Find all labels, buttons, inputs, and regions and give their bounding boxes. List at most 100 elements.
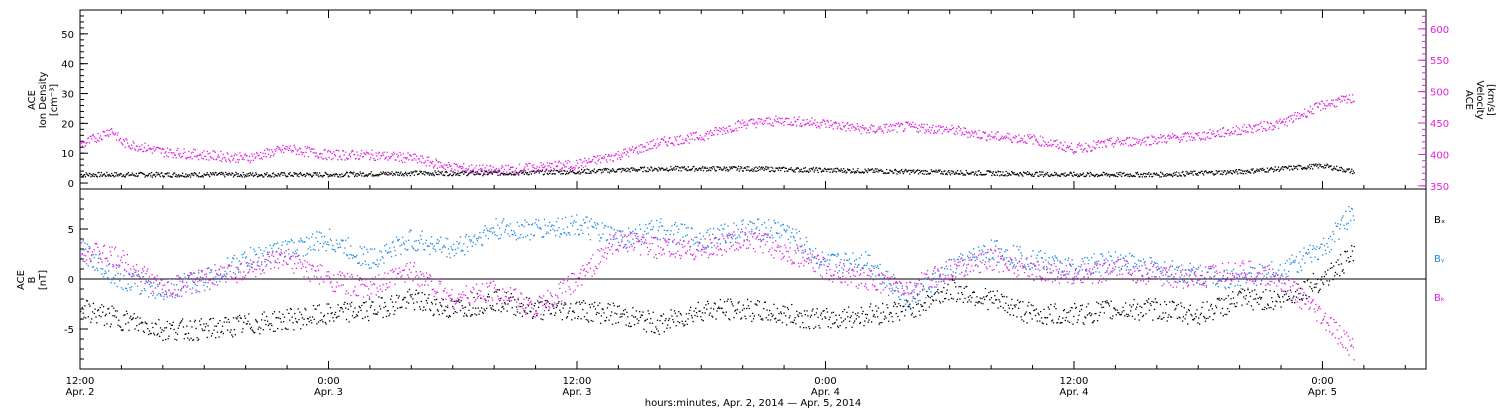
data-point — [520, 302, 523, 305]
data-point — [1022, 138, 1024, 140]
data-point — [700, 169, 702, 171]
data-point — [824, 168, 826, 170]
data-point — [423, 162, 425, 164]
data-point — [622, 169, 624, 171]
data-point — [106, 129, 108, 131]
data-point — [1351, 94, 1354, 96]
data-point — [423, 171, 425, 173]
data-point — [1105, 302, 1107, 304]
data-point — [622, 152, 624, 154]
data-point — [1153, 308, 1156, 311]
data-point — [809, 120, 811, 122]
data-point — [798, 116, 800, 118]
data-point — [181, 318, 184, 320]
data-point — [964, 127, 967, 130]
data-point — [151, 322, 153, 324]
data-point — [1043, 308, 1045, 311]
data-point — [203, 173, 205, 175]
data-point — [464, 169, 466, 172]
data-point — [1189, 139, 1191, 141]
data-point — [1126, 137, 1128, 139]
data-point — [159, 283, 161, 285]
data-point — [308, 173, 310, 176]
data-point — [1326, 280, 1328, 282]
data-point — [806, 170, 808, 172]
data-point — [298, 153, 300, 156]
data-point — [448, 314, 451, 317]
data-point — [613, 155, 615, 157]
data-point — [1243, 170, 1245, 172]
data-point — [1191, 139, 1194, 141]
data-point — [921, 305, 923, 308]
data-point — [1304, 115, 1307, 117]
data-point — [171, 296, 174, 298]
data-point — [951, 124, 953, 127]
data-point — [691, 138, 693, 140]
data-point — [149, 286, 151, 288]
data-point — [506, 171, 508, 173]
data-point — [441, 312, 444, 315]
data-point — [616, 305, 619, 308]
data-point — [353, 171, 355, 173]
data-point — [1059, 175, 1061, 177]
data-point — [535, 168, 537, 170]
data-point — [798, 171, 800, 173]
data-point — [627, 316, 629, 318]
data-point — [199, 324, 202, 326]
data-point — [1012, 173, 1014, 175]
data-point — [721, 307, 723, 310]
data-point — [1275, 121, 1277, 123]
data-point — [192, 281, 195, 284]
data-point — [780, 311, 782, 313]
data-point — [611, 323, 614, 325]
data-point — [213, 279, 215, 281]
data-point — [169, 278, 171, 280]
data-point — [1289, 169, 1291, 171]
data-point — [1347, 169, 1349, 171]
data-point — [1171, 137, 1173, 139]
data-point — [417, 173, 419, 175]
data-point — [500, 311, 502, 313]
data-point — [232, 176, 235, 178]
data-point — [484, 167, 486, 169]
data-point — [273, 176, 275, 178]
data-point — [735, 309, 737, 311]
data-point — [177, 175, 179, 177]
data-point — [1296, 111, 1299, 114]
data-point — [495, 168, 498, 170]
data-point — [179, 276, 181, 279]
data-point — [398, 160, 400, 162]
data-point — [284, 148, 286, 150]
data-point — [547, 301, 549, 303]
data-point — [963, 287, 965, 289]
data-point — [1292, 169, 1294, 171]
data-point — [203, 150, 205, 152]
data-point — [785, 117, 787, 119]
data-point — [179, 322, 181, 324]
data-point — [103, 324, 106, 326]
data-point — [1068, 146, 1070, 148]
data-point — [1138, 141, 1140, 143]
data-point — [1181, 171, 1183, 174]
data-point — [1226, 129, 1229, 132]
data-point — [698, 168, 700, 170]
data-point — [807, 122, 809, 124]
data-point — [482, 164, 484, 166]
data-point — [1322, 166, 1324, 168]
data-point — [666, 169, 669, 172]
data-point — [436, 159, 438, 162]
data-point — [831, 125, 833, 127]
data-point — [836, 319, 838, 321]
data-point — [461, 305, 463, 307]
data-point — [820, 312, 823, 314]
data-point — [91, 138, 93, 140]
data-point — [440, 173, 443, 175]
data-point — [440, 304, 442, 306]
data-point — [270, 176, 272, 178]
data-point — [305, 324, 308, 326]
data-point — [770, 312, 773, 315]
data-point — [355, 316, 357, 318]
data-point — [1007, 174, 1010, 176]
data-point — [549, 313, 552, 315]
data-point — [259, 174, 262, 176]
